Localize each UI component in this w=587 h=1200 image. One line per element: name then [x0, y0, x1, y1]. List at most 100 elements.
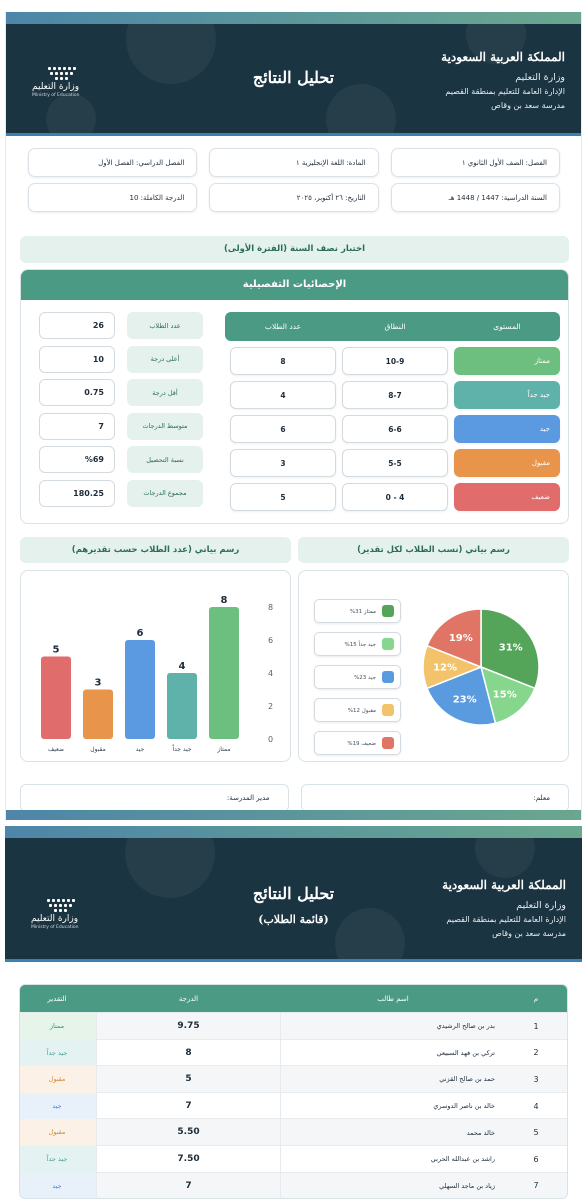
ministry-logo: وزارة التعليم Ministry of Education — [31, 898, 101, 930]
bar — [125, 640, 155, 739]
legend-label: جيد جداً 15% — [344, 642, 377, 648]
student-score: 5.50 — [96, 1119, 281, 1146]
student-grade: جيد جداً — [20, 1039, 96, 1067]
legend-swatch — [382, 605, 394, 617]
summary-row: عدد الطلاب 26 — [33, 312, 203, 339]
student-grade: مقبول — [20, 1119, 96, 1146]
student-score: 7 — [96, 1092, 281, 1120]
student-number: 6 — [533, 1154, 539, 1164]
legend-swatch — [382, 737, 394, 749]
summary-value: %69 — [39, 446, 115, 474]
legend-swatch — [382, 704, 394, 716]
summary-row: أعلى درجة 10 — [33, 345, 203, 373]
grade-range: 4 - 0 — [342, 483, 448, 511]
summary-label: أعلى درجة — [127, 345, 203, 373]
grade-level: ضعيف — [454, 483, 560, 511]
moe-logo-icon — [48, 67, 76, 80]
grade-count: 5 — [230, 483, 336, 511]
pie-chart-svg: 31% 15% 23% 12% 19% — [422, 608, 540, 726]
legend-item: جيد 23% — [314, 665, 401, 689]
page-subtitle: (قائمة الطلاب) — [258, 913, 329, 926]
bar-chart-title: رسم بياني (عدد الطلاب حسب تقديرهم) — [20, 537, 291, 563]
summary-value: 10 — [39, 345, 115, 373]
legend-label: ممتاز 31% — [349, 609, 376, 615]
bar-value-label: 4 — [179, 661, 186, 672]
summary-label: أقل درجة — [127, 379, 203, 407]
moe-logo-icon — [47, 899, 75, 912]
summary-label: متوسط الدرجات — [127, 412, 203, 440]
student-number: 1 — [533, 1021, 539, 1031]
student-score: 8 — [96, 1039, 281, 1067]
student-number: 3 — [533, 1074, 539, 1084]
bar-value-label: 8 — [221, 595, 228, 606]
principal-signature: مدير المدرسة: — [20, 784, 289, 812]
summary-value: 0.75 — [39, 379, 115, 407]
summary-label: نسبة التحصيل — [127, 446, 203, 474]
info-year: السنة الدراسية: 1447 / 1448 هـ — [390, 183, 560, 212]
grade-count: 8 — [230, 347, 336, 375]
grade-count: 4 — [230, 381, 336, 409]
page-title: تحليل النتائج — [252, 884, 335, 903]
table-row: 6 راشد بن عبدالله الحربي 7.50 جيد جداً — [20, 1144, 567, 1173]
y-tick-label: 2 — [268, 702, 273, 711]
student-name: زياد بن ماجد السهلي — [439, 1181, 495, 1190]
bar-value-label: 6 — [137, 628, 144, 639]
header-center: تحليل النتائج — [6, 68, 581, 87]
student-grade: جيد — [20, 1172, 96, 1199]
pie-slice-label: 19% — [449, 633, 473, 644]
grade-row: مقبول 5-5 3 — [225, 449, 560, 477]
students-table-header: م اسم طالب الدرجة التقدير — [20, 985, 567, 1012]
pie-chart: 31% 15% 23% 12% 19% ممتاز 31% جيد جداً 15% جيد… — [298, 570, 569, 762]
legend-item: ضعيف 19% — [314, 731, 401, 755]
y-tick-label: 8 — [268, 603, 273, 612]
table-row: 7 زياد بن ماجد السهلي 7 جيد — [20, 1171, 567, 1199]
legend-label: مقبول 12% — [347, 708, 376, 714]
ministry-name: وزارة التعليم — [516, 900, 566, 911]
info-class: الفصل: الصف الأول الثانوي ١ — [390, 148, 560, 177]
teacher-signature: معلم: — [300, 784, 569, 812]
report-header: المملكة العربية السعودية وزارة التعليم ا… — [5, 838, 582, 962]
grade-table: المستوى النطاق عدد الطلاب ممتاز 10-9 8 جيد … — [225, 312, 560, 511]
student-score: 7 — [96, 1172, 281, 1199]
grade-table-header: المستوى النطاق عدد الطلاب — [225, 312, 560, 341]
logo-text-en: Ministry of Education — [31, 925, 79, 930]
bar-category-label: جيد جداً — [172, 745, 192, 753]
student-name: تركي بن فهد السبيعي — [436, 1048, 495, 1057]
bar-category-label: مقبول — [90, 746, 106, 753]
report-page-2: المملكة العربية السعودية وزارة التعليم ا… — [5, 826, 582, 1200]
legend-swatch — [382, 671, 394, 683]
header-underline — [6, 133, 581, 136]
grade-level: جيد — [454, 415, 560, 443]
bar — [167, 673, 197, 739]
legend-label: جيد 23% — [354, 675, 376, 681]
y-tick-label: 4 — [268, 669, 273, 678]
legend-item: مقبول 12% — [314, 698, 401, 722]
pie-slice-label: 23% — [453, 695, 477, 706]
legend-item: ممتاز 31% — [314, 599, 401, 623]
pie-slice-label: 31% — [499, 642, 523, 653]
pie-chart-title: رسم بياني (نسب الطلاب لكل تقدير) — [298, 537, 569, 563]
grade-level: ممتاز — [454, 347, 560, 375]
grade-header-level: المستوى — [493, 322, 521, 331]
student-name: حمد بن صالح القزني — [439, 1075, 495, 1084]
grade-range: 5-5 — [342, 449, 448, 477]
signature-row: معلم: مدير المدرسة: — [20, 784, 569, 812]
kingdom-name: المملكة العربية السعودية — [442, 878, 566, 892]
bar-value-label: 5 — [53, 645, 60, 656]
student-number: 2 — [533, 1048, 539, 1058]
student-number: 7 — [533, 1181, 539, 1191]
student-score: 9.75 — [96, 1013, 281, 1040]
header-underline — [5, 959, 582, 962]
bar — [41, 656, 71, 739]
info-semester: الفصل الدراسي: الفصل الأول — [28, 148, 198, 177]
summary-row: أقل درجة 0.75 — [33, 379, 203, 407]
student-number: 4 — [533, 1101, 539, 1111]
student-score: 7.50 — [96, 1145, 281, 1173]
summary-row: نسبة التحصيل %69 — [33, 446, 203, 474]
info-full-mark: الدرجة الكاملة: 10 — [28, 183, 198, 212]
table-row: 5 خالد محمد 5.50 مقبول — [20, 1118, 567, 1146]
grade-range: 8-7 — [342, 381, 448, 409]
col-number: م — [533, 994, 539, 1003]
bar-category-label: ممتاز — [216, 746, 230, 753]
col-score: الدرجة — [178, 994, 199, 1003]
